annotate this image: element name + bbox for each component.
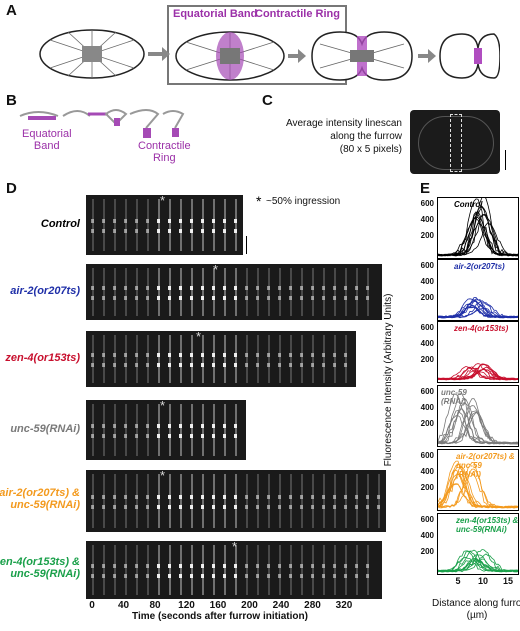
y-tick-label: 400 [420, 277, 434, 286]
y-tick-label: 200 [420, 483, 434, 492]
y-tick-label: 600 [420, 387, 434, 396]
legend-text: ~50% ingression [266, 196, 341, 207]
y-tick-label: 200 [420, 547, 434, 556]
kymograph-strip [86, 541, 382, 599]
cell-4 [439, 33, 500, 79]
panel-label-e: E [420, 180, 431, 197]
furrow-profile-diagram [19, 109, 185, 138]
y-tick-label: 600 [420, 199, 434, 208]
y-tick-label: 600 [420, 515, 434, 524]
kymograph-strip [86, 400, 246, 460]
intensity-plot: air-2(or207ts) & unc-59 (RNAi) [437, 449, 519, 511]
panel-label-a: A [6, 2, 17, 19]
linescan-caption: Average intensity linescan along the fur… [286, 118, 402, 155]
linescan-box [450, 114, 462, 172]
condition-label: Control [40, 218, 80, 230]
cell-1 [39, 29, 145, 79]
ingression-star: * [160, 468, 166, 483]
cell-division-diagram [39, 5, 500, 85]
contractile-ring-label: Contractile Ring [255, 8, 340, 20]
plot-title: zen-4(or153ts) & unc-59(RNAi) [456, 516, 519, 534]
plot-title: unc-59 (RNAi) [441, 388, 467, 406]
time-tick-label: 240 [272, 600, 290, 611]
fluorescence-y-label: Fluorescence Intensity (Arbitrary Units) [383, 293, 394, 467]
condition-label: air-2(or207ts) [10, 285, 80, 297]
kymograph-strip [86, 264, 382, 320]
kymograph-strip [86, 470, 386, 532]
plot-title: zen-4(or153ts) [454, 324, 509, 333]
intensity-plot: Control [437, 197, 519, 259]
y-tick-label: 400 [420, 467, 434, 476]
condition-label: zen-4(or153ts) [5, 352, 80, 364]
intensity-plot: zen-4(or153ts) [437, 321, 519, 383]
kymograph-strip [86, 195, 243, 255]
intensity-plot: air-2(or207ts) [437, 259, 519, 321]
panel-label-d: D [6, 180, 17, 197]
y-tick-label: 400 [420, 531, 434, 540]
distance-x-label: Distance along furrow (µm) [432, 598, 520, 621]
y-tick-label: 600 [420, 323, 434, 332]
condition-label: unc-59(RNAi) [10, 423, 80, 435]
y-tick-label: 200 [420, 293, 434, 302]
kymograph-strip [86, 331, 356, 387]
distance-tick-label: 10 [477, 576, 489, 586]
intensity-plot: unc-59 (RNAi) [437, 385, 519, 447]
embryo-image [410, 110, 500, 174]
y-tick-label: 200 [420, 355, 434, 364]
ingression-star: * [160, 193, 166, 208]
y-tick-label: 400 [420, 403, 434, 412]
cell-3 [311, 31, 413, 81]
time-tick-label: 80 [149, 600, 161, 611]
y-tick-label: 600 [420, 261, 434, 270]
distance-tick-label: 15 [502, 576, 514, 586]
legend-star: * [256, 193, 262, 209]
scale-bar [505, 150, 506, 170]
plot-title: air-2(or207ts) [454, 262, 505, 271]
y-tick-label: 600 [420, 451, 434, 460]
y-tick-label: 200 [420, 231, 434, 240]
condition-label: air-2(or207ts) & unc-59(RNAi) [0, 487, 80, 511]
plot-title: Control [454, 200, 483, 209]
time-tick-label: 200 [241, 600, 258, 611]
panel-b-contractile-ring-label: Contractile Ring [138, 140, 191, 164]
y-tick-label: 400 [420, 339, 434, 348]
y-tick-label: 400 [420, 215, 434, 224]
time-tick-label: 160 [209, 600, 227, 611]
y-tick-label: 200 [420, 419, 434, 428]
ingression-star: * [160, 398, 166, 413]
panel-label-c: C [262, 92, 273, 109]
plot-title: air-2(or207ts) & unc-59 (RNAi) [456, 452, 515, 479]
panel-b-equatorial-band-label: Equatorial Band [22, 128, 72, 152]
intensity-plot: zen-4(or153ts) & unc-59(RNAi) [437, 513, 519, 575]
time-tick-label: 280 [304, 600, 321, 611]
cell-2 [175, 31, 285, 81]
equatorial-band-label: Equatorial Band [173, 8, 258, 20]
d-scale-bar [246, 236, 247, 254]
time-tick-label: 40 [117, 600, 130, 611]
time-axis-label: Time (seconds after furrow initiation) [132, 611, 308, 622]
ingression-star: * [196, 329, 202, 344]
ingression-star: * [213, 262, 219, 277]
ingression-star: * [232, 539, 238, 554]
distance-tick-label: 5 [455, 576, 461, 586]
time-tick-label: 320 [335, 600, 353, 611]
condition-label: zen-4(or153ts) & unc-59(RNAi) [0, 556, 80, 580]
panel-label-b: B [6, 92, 17, 109]
time-tick-label: 0 [89, 600, 95, 611]
time-tick-label: 120 [178, 600, 195, 611]
